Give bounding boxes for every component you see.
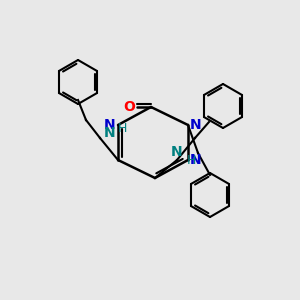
Text: N: N	[104, 118, 116, 132]
Text: H: H	[186, 154, 196, 166]
Text: O: O	[123, 100, 135, 114]
Text: N: N	[190, 118, 202, 132]
Text: N: N	[190, 153, 202, 167]
Text: H: H	[117, 122, 127, 134]
Text: N: N	[171, 145, 183, 159]
Text: N: N	[104, 126, 116, 140]
